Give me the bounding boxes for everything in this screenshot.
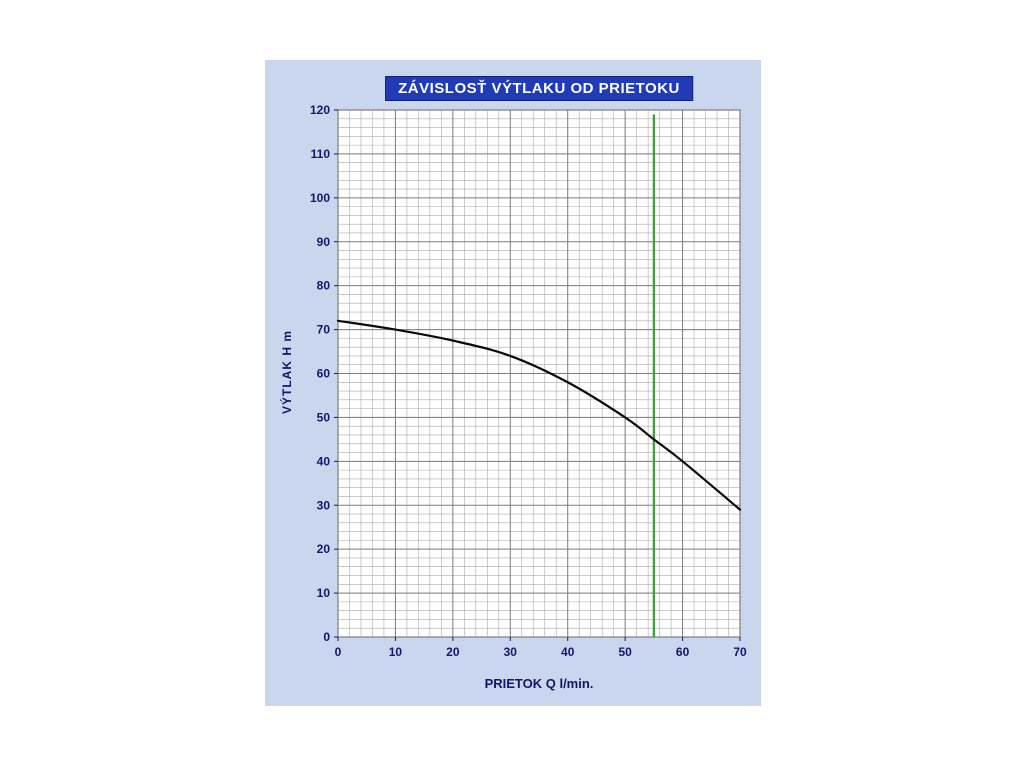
x-tick-label: 60 — [676, 645, 690, 659]
x-tick-label: 30 — [504, 645, 518, 659]
y-tick-label: 110 — [311, 147, 331, 161]
x-tick-label: 70 — [733, 645, 747, 659]
y-tick-label: 30 — [317, 498, 331, 512]
x-tick-label: 50 — [618, 645, 632, 659]
x-axis-title: PRIETOK Q l/min. — [484, 676, 594, 691]
x-tick-label: 0 — [335, 645, 342, 659]
curve-path — [336, 319, 742, 511]
x-tick-label: 20 — [446, 645, 460, 659]
y-tick-label: 50 — [317, 410, 331, 424]
y-tick-label: 120 — [310, 103, 330, 117]
y-tick-label: 20 — [317, 542, 331, 556]
y-tick-label: 10 — [317, 586, 331, 600]
y-axis-title: VÝTLAK H m — [280, 330, 294, 415]
x-tick-label: 40 — [561, 645, 575, 659]
y-tick-label: 0 — [323, 630, 330, 644]
y-tick-label: 40 — [317, 454, 331, 468]
x-tick-label: 10 — [389, 645, 403, 659]
y-tick-label: 90 — [317, 235, 331, 249]
y-tick-label: 70 — [317, 323, 331, 337]
plot-area: 0 10 20 30 40 50 60 70 0 10 20 30 40 50 60 70 80 90 100 110… — [310, 103, 747, 659]
y-tick-label: 100 — [310, 191, 330, 205]
y-tick-label: 60 — [317, 367, 331, 381]
chart-title: ZÁVISLOSŤ VÝTLAKU OD PRIETOKU — [385, 76, 693, 101]
y-tick-label: 80 — [317, 279, 331, 293]
chart-panel: ZÁVISLOSŤ VÝTLAKU OD PRIETOKU VÝTLAK H m… — [265, 60, 761, 706]
